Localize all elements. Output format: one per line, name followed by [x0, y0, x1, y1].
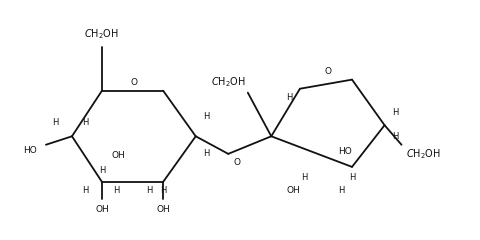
Text: O: O [324, 67, 331, 76]
Text: O: O [233, 158, 240, 167]
Text: H: H [286, 93, 292, 102]
Text: $\mathit{C}$H$_2$OH: $\mathit{C}$H$_2$OH [84, 27, 120, 41]
Text: OH: OH [156, 205, 170, 214]
Text: H: H [349, 173, 355, 182]
Text: H: H [300, 173, 307, 182]
Text: O: O [131, 78, 137, 87]
Text: OH: OH [95, 205, 109, 214]
Text: H: H [146, 186, 152, 195]
Text: H: H [99, 166, 105, 175]
Text: $\mathit{C}$H$_2$OH: $\mathit{C}$H$_2$OH [406, 147, 441, 161]
Text: H: H [203, 112, 209, 121]
Text: H: H [52, 118, 58, 127]
Text: H: H [160, 186, 167, 195]
Text: H: H [392, 132, 398, 141]
Text: H: H [392, 108, 398, 117]
Text: H: H [82, 186, 88, 195]
Text: HO: HO [24, 146, 37, 155]
Text: OH: OH [287, 186, 300, 195]
Text: OH: OH [111, 151, 125, 160]
Text: H: H [203, 149, 209, 158]
Text: HO: HO [338, 147, 352, 156]
Text: H: H [82, 118, 88, 127]
Text: H: H [338, 186, 344, 195]
Text: H: H [113, 186, 120, 195]
Text: $\mathit{C}$H$_2$OH: $\mathit{C}$H$_2$OH [211, 75, 246, 89]
